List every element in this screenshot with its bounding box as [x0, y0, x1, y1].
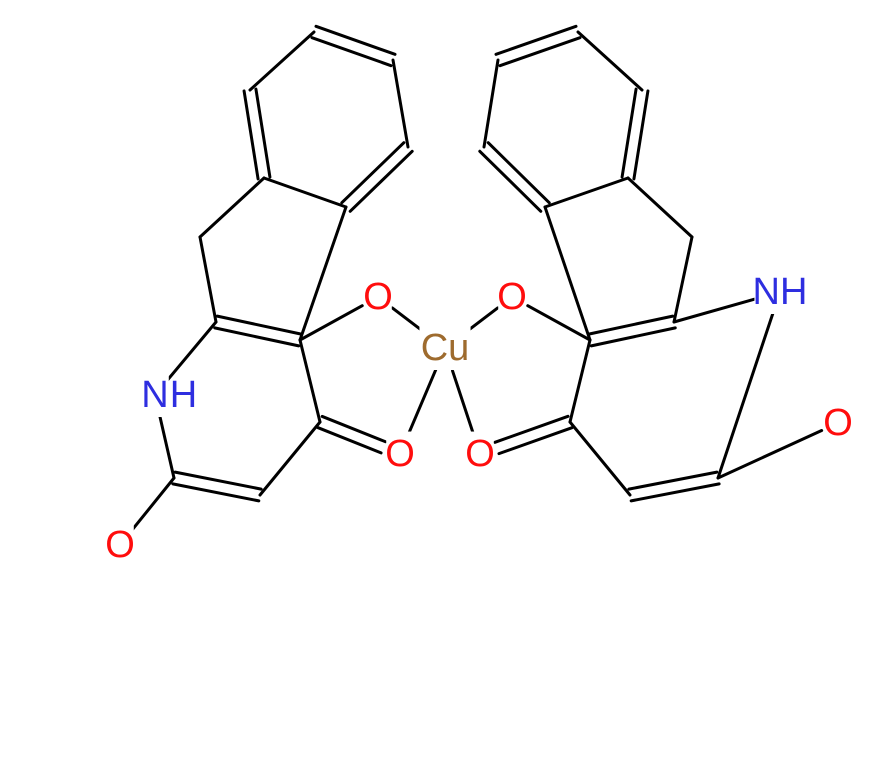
- bond: [570, 340, 590, 422]
- bond: [131, 478, 174, 531]
- atom-label-nh: NH: [753, 271, 808, 313]
- atom-label-o: O: [105, 524, 135, 566]
- bond: [453, 371, 475, 437]
- atom-label-h: H: [170, 374, 197, 416]
- bond: [499, 428, 572, 454]
- bond: [484, 60, 498, 147]
- bond: [264, 178, 346, 207]
- bond: [467, 308, 497, 331]
- bond: [244, 91, 258, 179]
- bond: [322, 416, 385, 441]
- bond: [622, 89, 636, 177]
- bond: [545, 178, 628, 207]
- atom-label-n: N: [141, 374, 168, 416]
- bond: [495, 416, 568, 442]
- bond: [496, 26, 576, 54]
- bond: [718, 430, 822, 478]
- bond: [256, 89, 270, 177]
- bond: [392, 308, 422, 331]
- bond: [634, 91, 648, 179]
- bond: [718, 313, 773, 478]
- bond: [312, 38, 391, 66]
- atom-label-o: O: [363, 276, 393, 318]
- bond: [318, 428, 381, 453]
- atom-label-o: O: [465, 433, 495, 475]
- bond: [159, 413, 174, 478]
- bond: [488, 143, 549, 203]
- bond: [578, 32, 642, 90]
- atom-label-cu: Cu: [421, 327, 470, 369]
- bond: [260, 422, 320, 495]
- bond: [628, 178, 692, 237]
- atom-label-o: O: [497, 276, 527, 318]
- bond: [350, 151, 412, 211]
- bond: [393, 60, 408, 147]
- bond: [342, 143, 404, 203]
- bond: [674, 237, 692, 322]
- molecular-structure-diagram: Cu O O O O NH O NH O: [0, 0, 889, 761]
- bond: [500, 38, 580, 66]
- bond: [167, 322, 216, 381]
- bond: [300, 340, 320, 422]
- atom-label-o: O: [823, 402, 853, 444]
- bond: [407, 370, 436, 437]
- bond: [316, 26, 395, 54]
- bond: [480, 151, 541, 211]
- bond: [570, 422, 630, 495]
- bond: [674, 298, 759, 322]
- bond: [200, 178, 264, 237]
- atom-label-o: O: [385, 433, 415, 475]
- bond: [250, 32, 314, 90]
- bond: [200, 237, 216, 322]
